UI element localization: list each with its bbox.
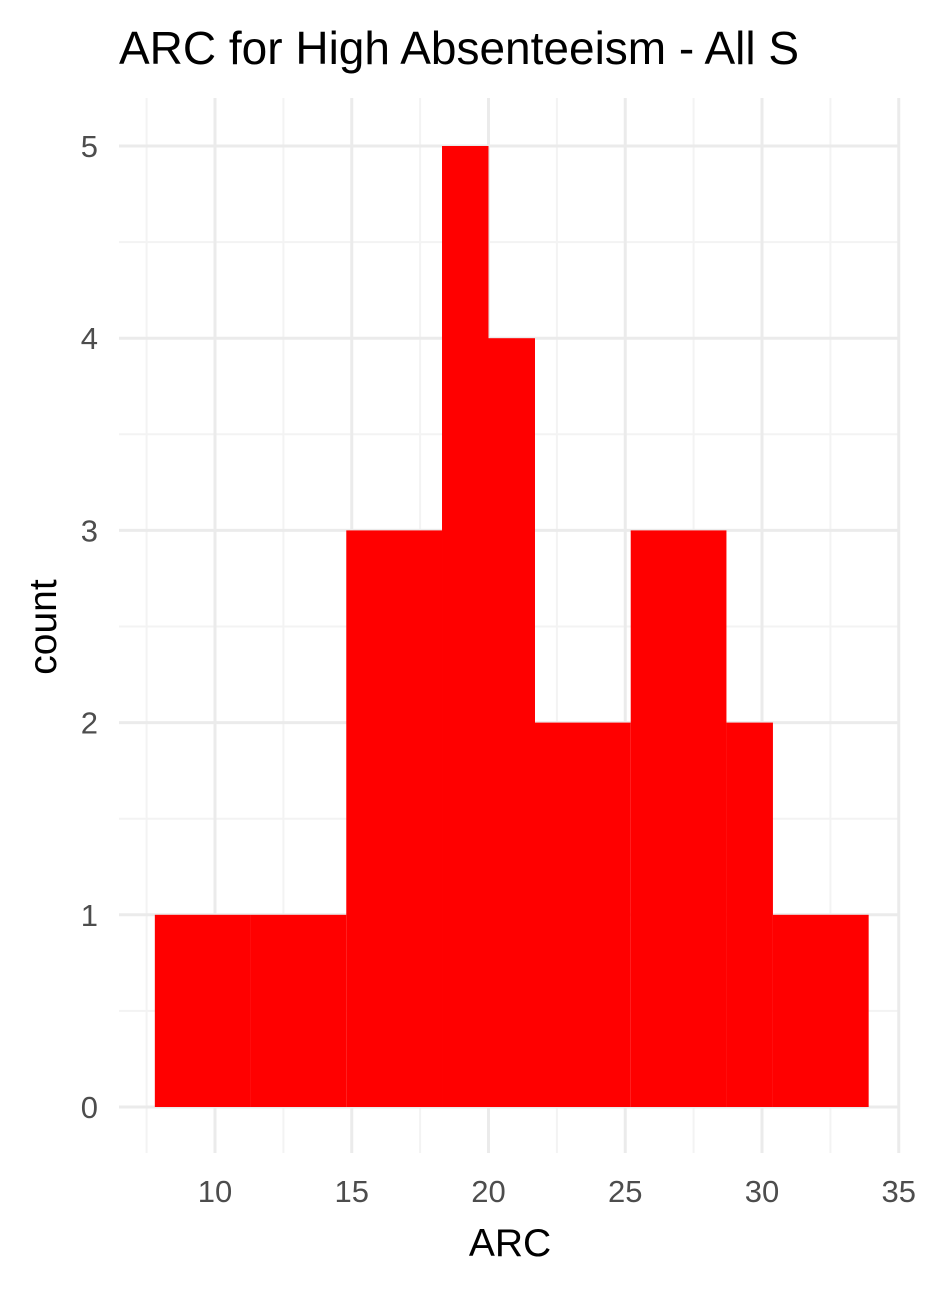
histogram-bar <box>534 722 631 1107</box>
histogram-bar <box>154 914 251 1107</box>
x-tick-label: 20 <box>471 1174 505 1209</box>
histogram-bar <box>488 338 535 1107</box>
y-tick-label: 3 <box>81 513 98 548</box>
histogram-bars <box>154 146 869 1107</box>
x-tick-label: 15 <box>335 1174 369 1209</box>
y-tick-label: 1 <box>81 898 98 933</box>
histogram-bar <box>346 530 443 1107</box>
chart-title: ARC for High Absenteeism - All S <box>119 22 799 74</box>
x-tick-label: 25 <box>608 1174 642 1209</box>
histogram-bar <box>630 530 727 1107</box>
x-tick-label: 35 <box>882 1174 916 1209</box>
y-tick-label: 0 <box>81 1090 98 1125</box>
y-tick-label: 4 <box>81 321 98 356</box>
x-tick-label: 30 <box>745 1174 779 1209</box>
x-axis-title: ARC <box>469 1222 551 1265</box>
histogram-bar <box>726 722 773 1107</box>
y-axis-tick-labels: 0 1 2 3 4 5 <box>81 129 98 1125</box>
histogram-bar <box>772 914 869 1107</box>
y-tick-label: 2 <box>81 706 98 741</box>
x-axis-tick-labels: 10 15 20 25 30 35 <box>198 1174 916 1209</box>
histogram-bar <box>442 146 489 1107</box>
histogram-bar <box>250 914 347 1107</box>
y-axis-title: count <box>22 579 65 675</box>
y-tick-label: 5 <box>81 129 98 164</box>
x-tick-label: 10 <box>198 1174 232 1209</box>
